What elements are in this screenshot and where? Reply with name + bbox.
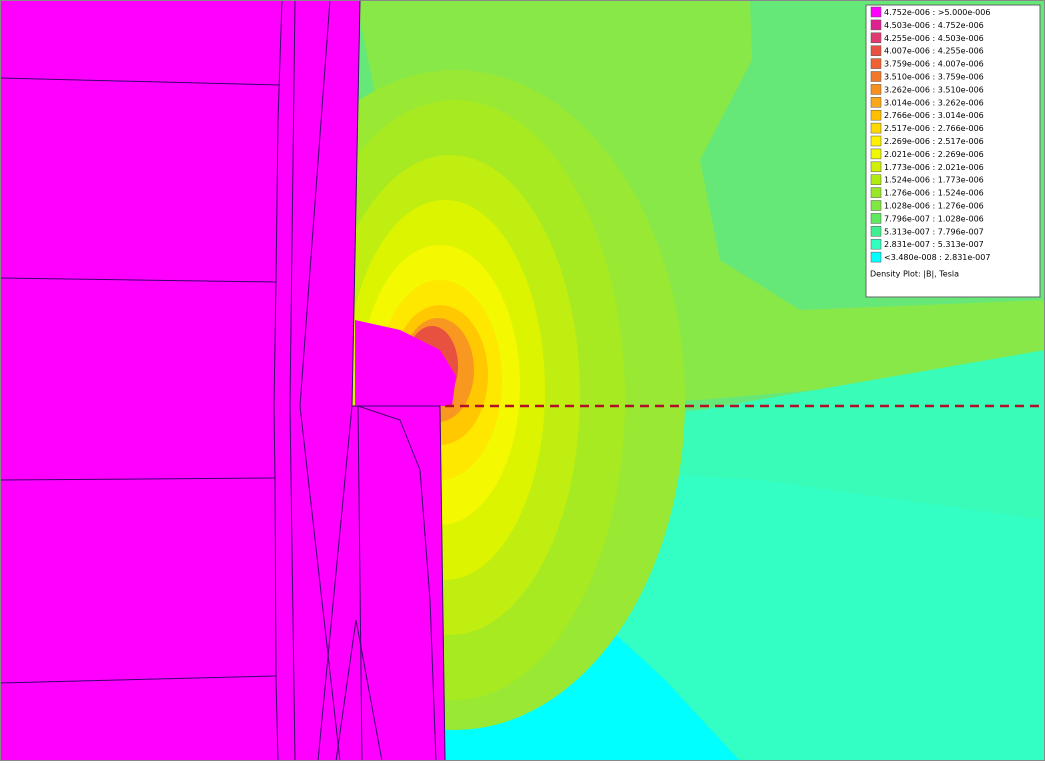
mesh-line: [317, 405, 353, 762]
legend-label: 5.313e-007 : 7.796e-007: [884, 227, 984, 236]
mesh-line: [355, 619, 383, 762]
mesh-line: [357, 405, 363, 762]
mesh: [0, 0, 446, 762]
legend-swatch: [870, 148, 882, 160]
legend-swatch: [870, 58, 882, 69]
legend-swatch: [870, 238, 882, 250]
legend-label: 1.028e-006 : 1.276e-006: [884, 202, 984, 211]
legend-box: [865, 4, 1041, 298]
mesh-line: [273, 0, 283, 762]
legend-label: 4.503e-006 : 4.752e-006: [884, 21, 984, 30]
legend-swatch: [870, 174, 882, 185]
legend-label: 1.524e-006 : 1.773e-006: [884, 176, 984, 185]
legend-swatch: [870, 71, 882, 82]
mesh-line: [357, 405, 437, 762]
legend-swatch: [870, 135, 882, 147]
legend-swatch: [870, 187, 882, 198]
legend-label: 2.021e-006 : 2.269e-006: [884, 150, 984, 159]
mesh-line: [0, 477, 276, 481]
mesh-line: [0, 277, 277, 283]
legend-swatch: [870, 213, 882, 224]
legend-label: 4.007e-006 : 4.255e-006: [884, 47, 984, 56]
legend-swatch: [870, 19, 882, 31]
legend-label: 3.510e-006 : 3.759e-006: [884, 73, 984, 82]
legend-label: 1.773e-006 : 2.021e-006: [884, 163, 984, 172]
mesh-line: [289, 0, 296, 762]
legend-swatch: [870, 122, 882, 134]
legend: 4.752e-006 : >5.000e-006 4.503e-006 : 4.7…: [865, 4, 1041, 298]
mesh-line: [352, 405, 446, 762]
legend-caption: Density Plot: |B|, Tesla: [870, 270, 959, 279]
legend-label: 3.262e-006 : 3.510e-006: [884, 85, 984, 94]
legend-swatch: [870, 161, 882, 173]
legend-label: 2.269e-006 : 2.517e-006: [884, 137, 984, 146]
legend-label: <3.480e-008 : 2.831e-007: [884, 253, 990, 262]
legend-label: 2.831e-007 : 5.313e-007: [884, 240, 984, 249]
legend-label: 4.255e-006 : 4.503e-006: [884, 34, 984, 43]
legend-swatch: [870, 109, 882, 121]
legend-swatch: [870, 251, 882, 263]
mesh-line: [0, 675, 277, 684]
legend-label: 3.014e-006 : 3.262e-006: [884, 98, 984, 107]
mesh-line: [0, 77, 281, 86]
legend-swatch: [870, 84, 882, 95]
legend-label: 2.517e-006 : 2.766e-006: [884, 124, 984, 133]
legend-label: 2.766e-006 : 3.014e-006: [884, 111, 984, 120]
legend-swatch: [870, 6, 882, 18]
legend-swatch: [870, 97, 882, 108]
mesh-line: [299, 0, 341, 762]
mesh-line: [335, 619, 357, 762]
legend-label: 7.796e-007 : 1.028e-006: [884, 214, 984, 223]
iron-region: [0, 0, 445, 761]
legend-swatch: [870, 200, 882, 211]
legend-label: 3.759e-006 : 4.007e-006: [884, 60, 984, 69]
legend-swatch: [870, 226, 882, 237]
mesh-line: [351, 0, 361, 407]
contour: [355, 320, 456, 406]
legend-swatch: [870, 32, 882, 44]
legend-swatch: [870, 45, 882, 56]
legend-label: 4.752e-006 : >5.000e-006: [884, 8, 990, 17]
legend-label: 1.276e-006 : 1.524e-006: [884, 189, 984, 198]
